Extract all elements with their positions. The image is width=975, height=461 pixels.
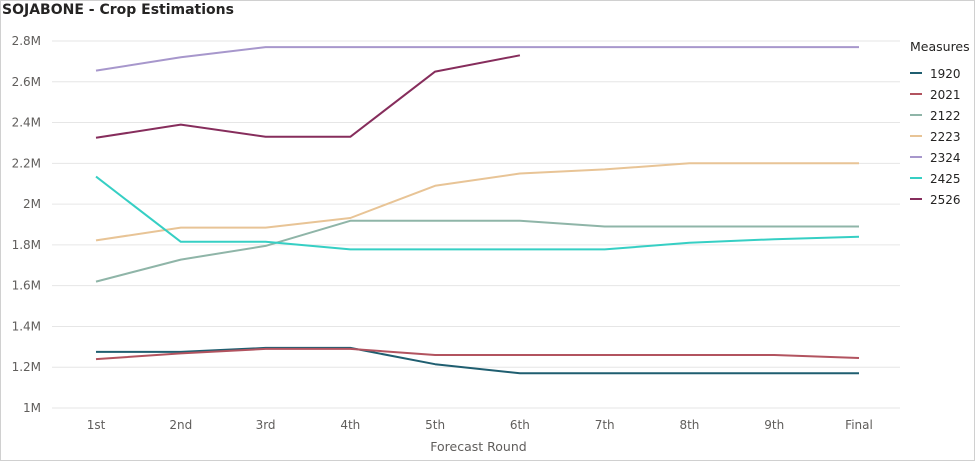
y-tick-label: 1.4M (12, 319, 41, 333)
legend-item-2324: 2324 (930, 151, 961, 165)
x-tick-label: Final (845, 418, 873, 432)
series-line-2526 (95, 54, 521, 139)
legend-item-2526: 2526 (930, 193, 961, 207)
y-tick-label: 2.8M (12, 34, 41, 48)
y-axis: 1M 1.2M 1.4M 1.6M 1.8M 2M 2.2M 2.4M 2.6M 2.8M (12, 34, 41, 415)
x-tick-label: 2nd (169, 418, 192, 432)
series-line-2324 (95, 46, 859, 72)
y-tick-label: 2.6M (12, 75, 41, 89)
x-tick-label: 1st (87, 418, 106, 432)
x-tick-label: 6th (510, 418, 530, 432)
legend-item-2122: 2122 (930, 109, 961, 123)
legend-item-2425: 2425 (930, 172, 961, 186)
y-tick-label: 1.2M (12, 360, 41, 374)
legend-item-2223: 2223 (930, 130, 961, 144)
x-tick-label: 4th (340, 418, 360, 432)
y-tick-label: 2.4M (12, 116, 41, 130)
legend: Measures 1920 2021 2122 2223 2324 2425 2526 (910, 39, 970, 207)
legend-item-1920: 1920 (930, 67, 961, 81)
series-line-2021 (95, 347, 860, 361)
x-tick-label: 5th (425, 418, 445, 432)
x-axis: 1st 2nd 3rd 4th 5th 6th 7th 8th 9th Final (87, 418, 873, 432)
series-line-2425 (95, 175, 860, 251)
y-tick-label: 1.8M (12, 238, 41, 252)
x-tick-label: 3rd (256, 418, 276, 432)
x-tick-label: 9th (764, 418, 784, 432)
series-line-1920 (96, 346, 859, 375)
legend-title: Measures (910, 39, 970, 54)
y-tick-label: 1M (23, 401, 41, 415)
x-axis-title: Forecast Round (430, 439, 526, 454)
y-tick-label: 1.6M (12, 279, 41, 293)
y-tick-label: 2.2M (12, 156, 41, 170)
chart-title: SOJABONE - Crop Estimations (2, 2, 234, 18)
legend-item-2021: 2021 (930, 88, 961, 102)
series-line-2122 (95, 219, 859, 283)
series-lines (95, 46, 860, 375)
y-tick-label: 2M (23, 197, 41, 211)
series-line-2223 (95, 162, 859, 242)
x-tick-label: 8th (679, 418, 699, 432)
x-tick-label: 7th (595, 418, 615, 432)
